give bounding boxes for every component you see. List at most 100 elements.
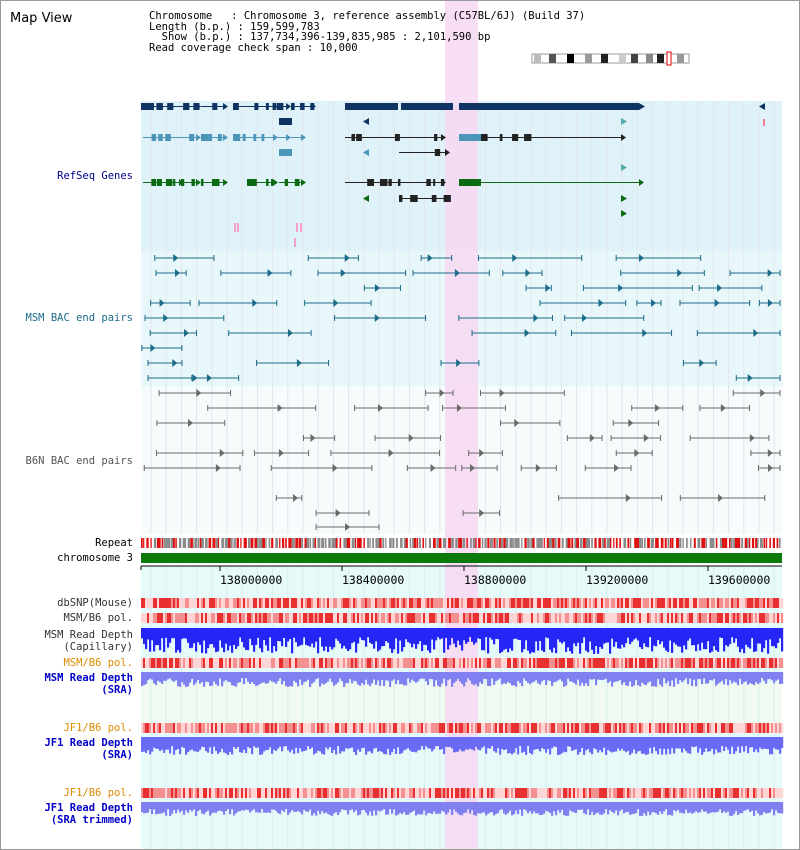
track-label-refseq[interactable]: RefSeq Genes bbox=[57, 170, 133, 182]
jf1-depth-trimmed-bar bbox=[743, 802, 746, 811]
dbsnp-heat bbox=[457, 598, 460, 608]
jf1-b6-pol-trimmed-heat bbox=[763, 788, 766, 798]
jf1-depth-trimmed-bar bbox=[731, 802, 734, 816]
msm-b6-pol-sra-heat bbox=[723, 658, 726, 668]
msm-b6-pol-heat bbox=[541, 613, 544, 623]
msm-depth-sra-bar bbox=[491, 672, 494, 679]
msm-b6-pol-heat bbox=[391, 613, 394, 623]
jf1-b6-pol-trimmed-heat bbox=[765, 788, 768, 798]
jf1-b6-pol-heat bbox=[619, 723, 622, 733]
jf1-depth-trimmed-bar bbox=[613, 802, 616, 814]
jf1-depth-sra-bar bbox=[487, 737, 490, 749]
msm-b6-pol-sra-heat bbox=[495, 658, 498, 668]
msm-b6-pol-heat bbox=[651, 613, 654, 623]
jf1-b6-pol-heat bbox=[617, 723, 620, 733]
msm-b6-pol-heat bbox=[481, 613, 484, 623]
msm-b6-pol-heat bbox=[679, 613, 682, 623]
jf1-b6-pol-trimmed-heat bbox=[725, 788, 728, 798]
dbsnp-heat bbox=[425, 598, 428, 608]
msm-depth-capillary-bar bbox=[435, 628, 438, 641]
jf1-b6-pol-trimmed-heat bbox=[409, 788, 412, 798]
jf1-depth-trimmed-bar bbox=[497, 802, 500, 814]
track-label-msm-bac[interactable]: MSM BAC end pairs bbox=[25, 312, 133, 324]
gene-exon bbox=[254, 103, 259, 110]
jf1-b6-pol-trimmed-heat bbox=[273, 788, 276, 798]
jf1-b6-pol-trimmed-heat bbox=[757, 788, 760, 798]
track-label-b6n-bac[interactable]: B6N BAC end pairs bbox=[25, 455, 133, 467]
msm-depth-capillary-bar bbox=[695, 628, 698, 652]
msm-b6-pol-sra-heat bbox=[235, 658, 238, 668]
jf1-depth-sra-bar bbox=[309, 737, 312, 750]
msm-depth-sra-bar bbox=[585, 672, 588, 684]
jf1-depth-sra-bar bbox=[187, 737, 190, 753]
msm-b6-pol-sra-heat bbox=[387, 658, 390, 668]
dbsnp-heat bbox=[421, 598, 424, 608]
msm-b6-pol-sra-heat bbox=[345, 658, 348, 668]
msm-b6-pol-heat bbox=[737, 613, 740, 623]
jf1-depth-sra-bar bbox=[421, 737, 424, 747]
msm-b6-pol-sra-heat bbox=[481, 658, 484, 668]
msm-depth-sra-bar bbox=[653, 672, 656, 687]
msm-depth-capillary-bar bbox=[215, 628, 218, 653]
jf1-b6-pol-trimmed-heat bbox=[447, 788, 450, 798]
repeat-element bbox=[175, 538, 177, 548]
msm-b6-pol-sra-heat bbox=[173, 658, 176, 668]
msm-depth-sra-bar bbox=[437, 672, 440, 686]
jf1-depth-trimmed-bar bbox=[407, 802, 410, 815]
jf1-depth-trimmed-bar bbox=[617, 802, 620, 816]
msm-b6-pol-heat bbox=[315, 613, 318, 623]
gene-exon bbox=[147, 103, 154, 110]
dbsnp-heat bbox=[149, 598, 152, 608]
msm-depth-sra-bar bbox=[457, 672, 460, 679]
dbsnp-heat bbox=[345, 598, 348, 608]
msm-depth-sra-bar bbox=[425, 672, 428, 682]
msm-b6-pol-heat bbox=[583, 613, 586, 623]
jf1-b6-pol-heat bbox=[219, 723, 222, 733]
msm-depth-sra-bar bbox=[669, 672, 672, 687]
msm-depth-capillary-bar bbox=[519, 628, 522, 641]
msm-b6-pol-heat bbox=[321, 613, 324, 623]
msm-depth-capillary-bar bbox=[441, 628, 444, 639]
jf1-depth-sra-bar bbox=[667, 737, 670, 749]
msm-depth-sra-bar bbox=[251, 672, 254, 682]
dbsnp-heat bbox=[489, 598, 492, 608]
dbsnp-heat bbox=[467, 598, 470, 608]
jf1-depth-sra-bar bbox=[661, 737, 664, 755]
dbsnp-heat bbox=[381, 598, 384, 608]
dbsnp-heat bbox=[205, 598, 208, 608]
repeat-element bbox=[641, 538, 644, 548]
gene-exon bbox=[233, 134, 241, 141]
msm-b6-pol-heat bbox=[519, 613, 522, 623]
msm-b6-pol-heat bbox=[575, 613, 578, 623]
msm-depth-sra-bar bbox=[781, 672, 784, 684]
jf1-b6-pol-heat bbox=[185, 723, 188, 733]
jf1-b6-pol-trimmed-heat bbox=[239, 788, 242, 798]
dbsnp-heat bbox=[173, 598, 176, 608]
jf1-b6-pol-trimmed-heat bbox=[351, 788, 354, 798]
repeat-element bbox=[664, 538, 667, 548]
msm-b6-pol-heat bbox=[733, 613, 736, 623]
msm-depth-capillary-bar bbox=[637, 628, 640, 641]
msm-depth-sra-bar bbox=[735, 672, 738, 683]
dbsnp-heat bbox=[533, 598, 536, 608]
jf1-b6-pol-trimmed-heat bbox=[469, 788, 472, 798]
jf1-b6-pol-trimmed-heat bbox=[393, 788, 396, 798]
msm-b6-pol-sra-heat bbox=[363, 658, 366, 668]
msm-b6-pol-sra-heat bbox=[741, 658, 744, 668]
dbsnp-heat bbox=[587, 598, 590, 608]
jf1-depth-sra-bar bbox=[521, 737, 524, 753]
jf1-depth-sra-bar bbox=[209, 737, 212, 748]
jf1-depth-sra-bar bbox=[321, 737, 324, 754]
jf1-depth-trimmed-bar bbox=[507, 802, 510, 814]
dbsnp-heat bbox=[451, 598, 454, 608]
jf1-b6-pol-trimmed-heat bbox=[517, 788, 520, 798]
jf1-b6-pol-heat bbox=[607, 723, 610, 733]
msm-depth-capillary-bar bbox=[341, 628, 344, 649]
jf1-depth-sra-bar bbox=[451, 737, 454, 749]
repeat-element bbox=[382, 538, 385, 548]
jf1-depth-trimmed-bar bbox=[629, 802, 632, 815]
msm-depth-sra-bar bbox=[363, 672, 366, 685]
repeat-element bbox=[779, 538, 781, 548]
msm-depth-capillary-bar bbox=[163, 628, 166, 653]
